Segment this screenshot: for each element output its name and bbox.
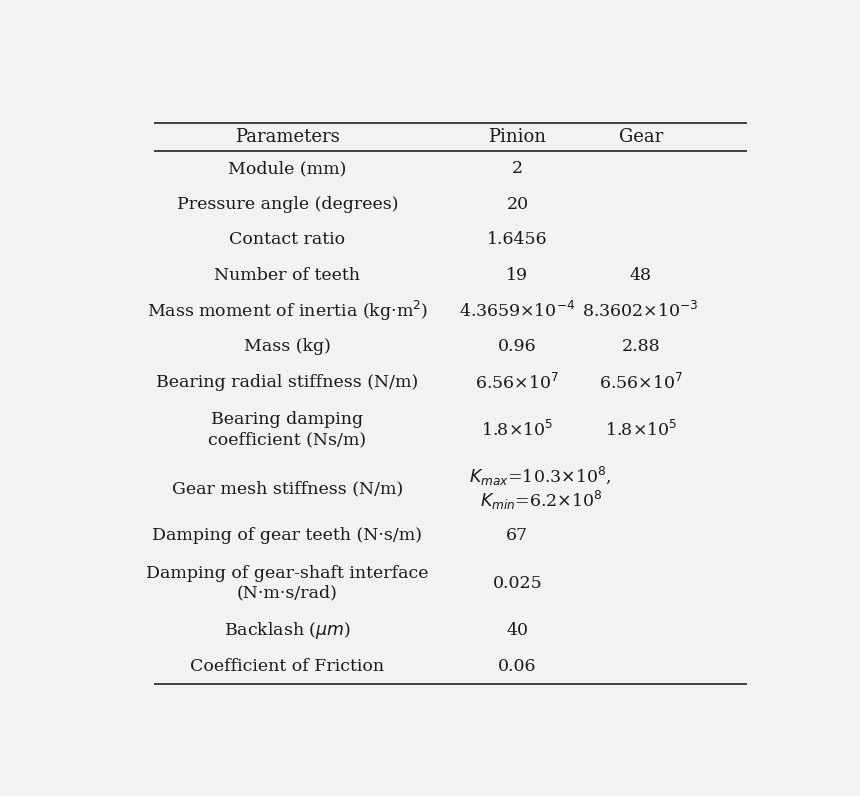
Text: Damping of gear teeth (N·s/m): Damping of gear teeth (N·s/m) [152,528,422,544]
Text: 20: 20 [507,196,528,213]
Text: Backlash ($\mu m$): Backlash ($\mu m$) [224,620,351,641]
Text: 48: 48 [630,267,652,284]
Text: 0.06: 0.06 [498,657,537,674]
Text: 2: 2 [512,160,523,177]
Text: Mass (kg): Mass (kg) [244,338,331,355]
Text: Mass moment of inertia (kg·m$^2$): Mass moment of inertia (kg·m$^2$) [147,299,428,323]
Text: Coefficient of Friction: Coefficient of Friction [190,657,384,674]
Text: 1.8×10$^5$: 1.8×10$^5$ [482,419,554,440]
Text: Damping of gear-shaft interface
(N·m·s/rad): Damping of gear-shaft interface (N·m·s/r… [146,565,428,602]
Text: 0.96: 0.96 [498,338,537,355]
Text: $K_{min}$=6.2$\times$10$^{8}$: $K_{min}$=6.2$\times$10$^{8}$ [480,489,602,512]
Text: Bearing radial stiffness (N/m): Bearing radial stiffness (N/m) [157,374,419,391]
Text: 67: 67 [507,528,528,544]
Text: 6.56×10$^7$: 6.56×10$^7$ [599,373,683,392]
Text: Pinion: Pinion [488,128,546,146]
Text: Number of teeth: Number of teeth [214,267,360,284]
Text: 1.8×10$^5$: 1.8×10$^5$ [605,419,677,440]
Text: 8.3602×10$^{-3}$: 8.3602×10$^{-3}$ [582,301,699,322]
Text: 1.6456: 1.6456 [487,232,548,248]
Text: Module (mm): Module (mm) [228,160,347,177]
Text: 4.3659×10$^{-4}$: 4.3659×10$^{-4}$ [459,301,575,322]
Text: 40: 40 [507,622,528,639]
Text: Gear mesh stiffness (N/m): Gear mesh stiffness (N/m) [172,480,403,498]
Text: Parameters: Parameters [235,128,340,146]
Text: 2.88: 2.88 [622,338,660,355]
Text: 19: 19 [507,267,528,284]
Text: 6.56×10$^7$: 6.56×10$^7$ [476,373,560,392]
Text: Bearing damping
coefficient (Ns/m): Bearing damping coefficient (Ns/m) [208,412,366,448]
Text: Pressure angle (degrees): Pressure angle (degrees) [176,196,398,213]
Text: Gear: Gear [618,128,663,146]
Text: Contact ratio: Contact ratio [230,232,346,248]
Text: $K_{max}$=10.3$\times$10$^{8}$,: $K_{max}$=10.3$\times$10$^{8}$, [470,466,612,489]
Text: 0.025: 0.025 [493,575,543,591]
